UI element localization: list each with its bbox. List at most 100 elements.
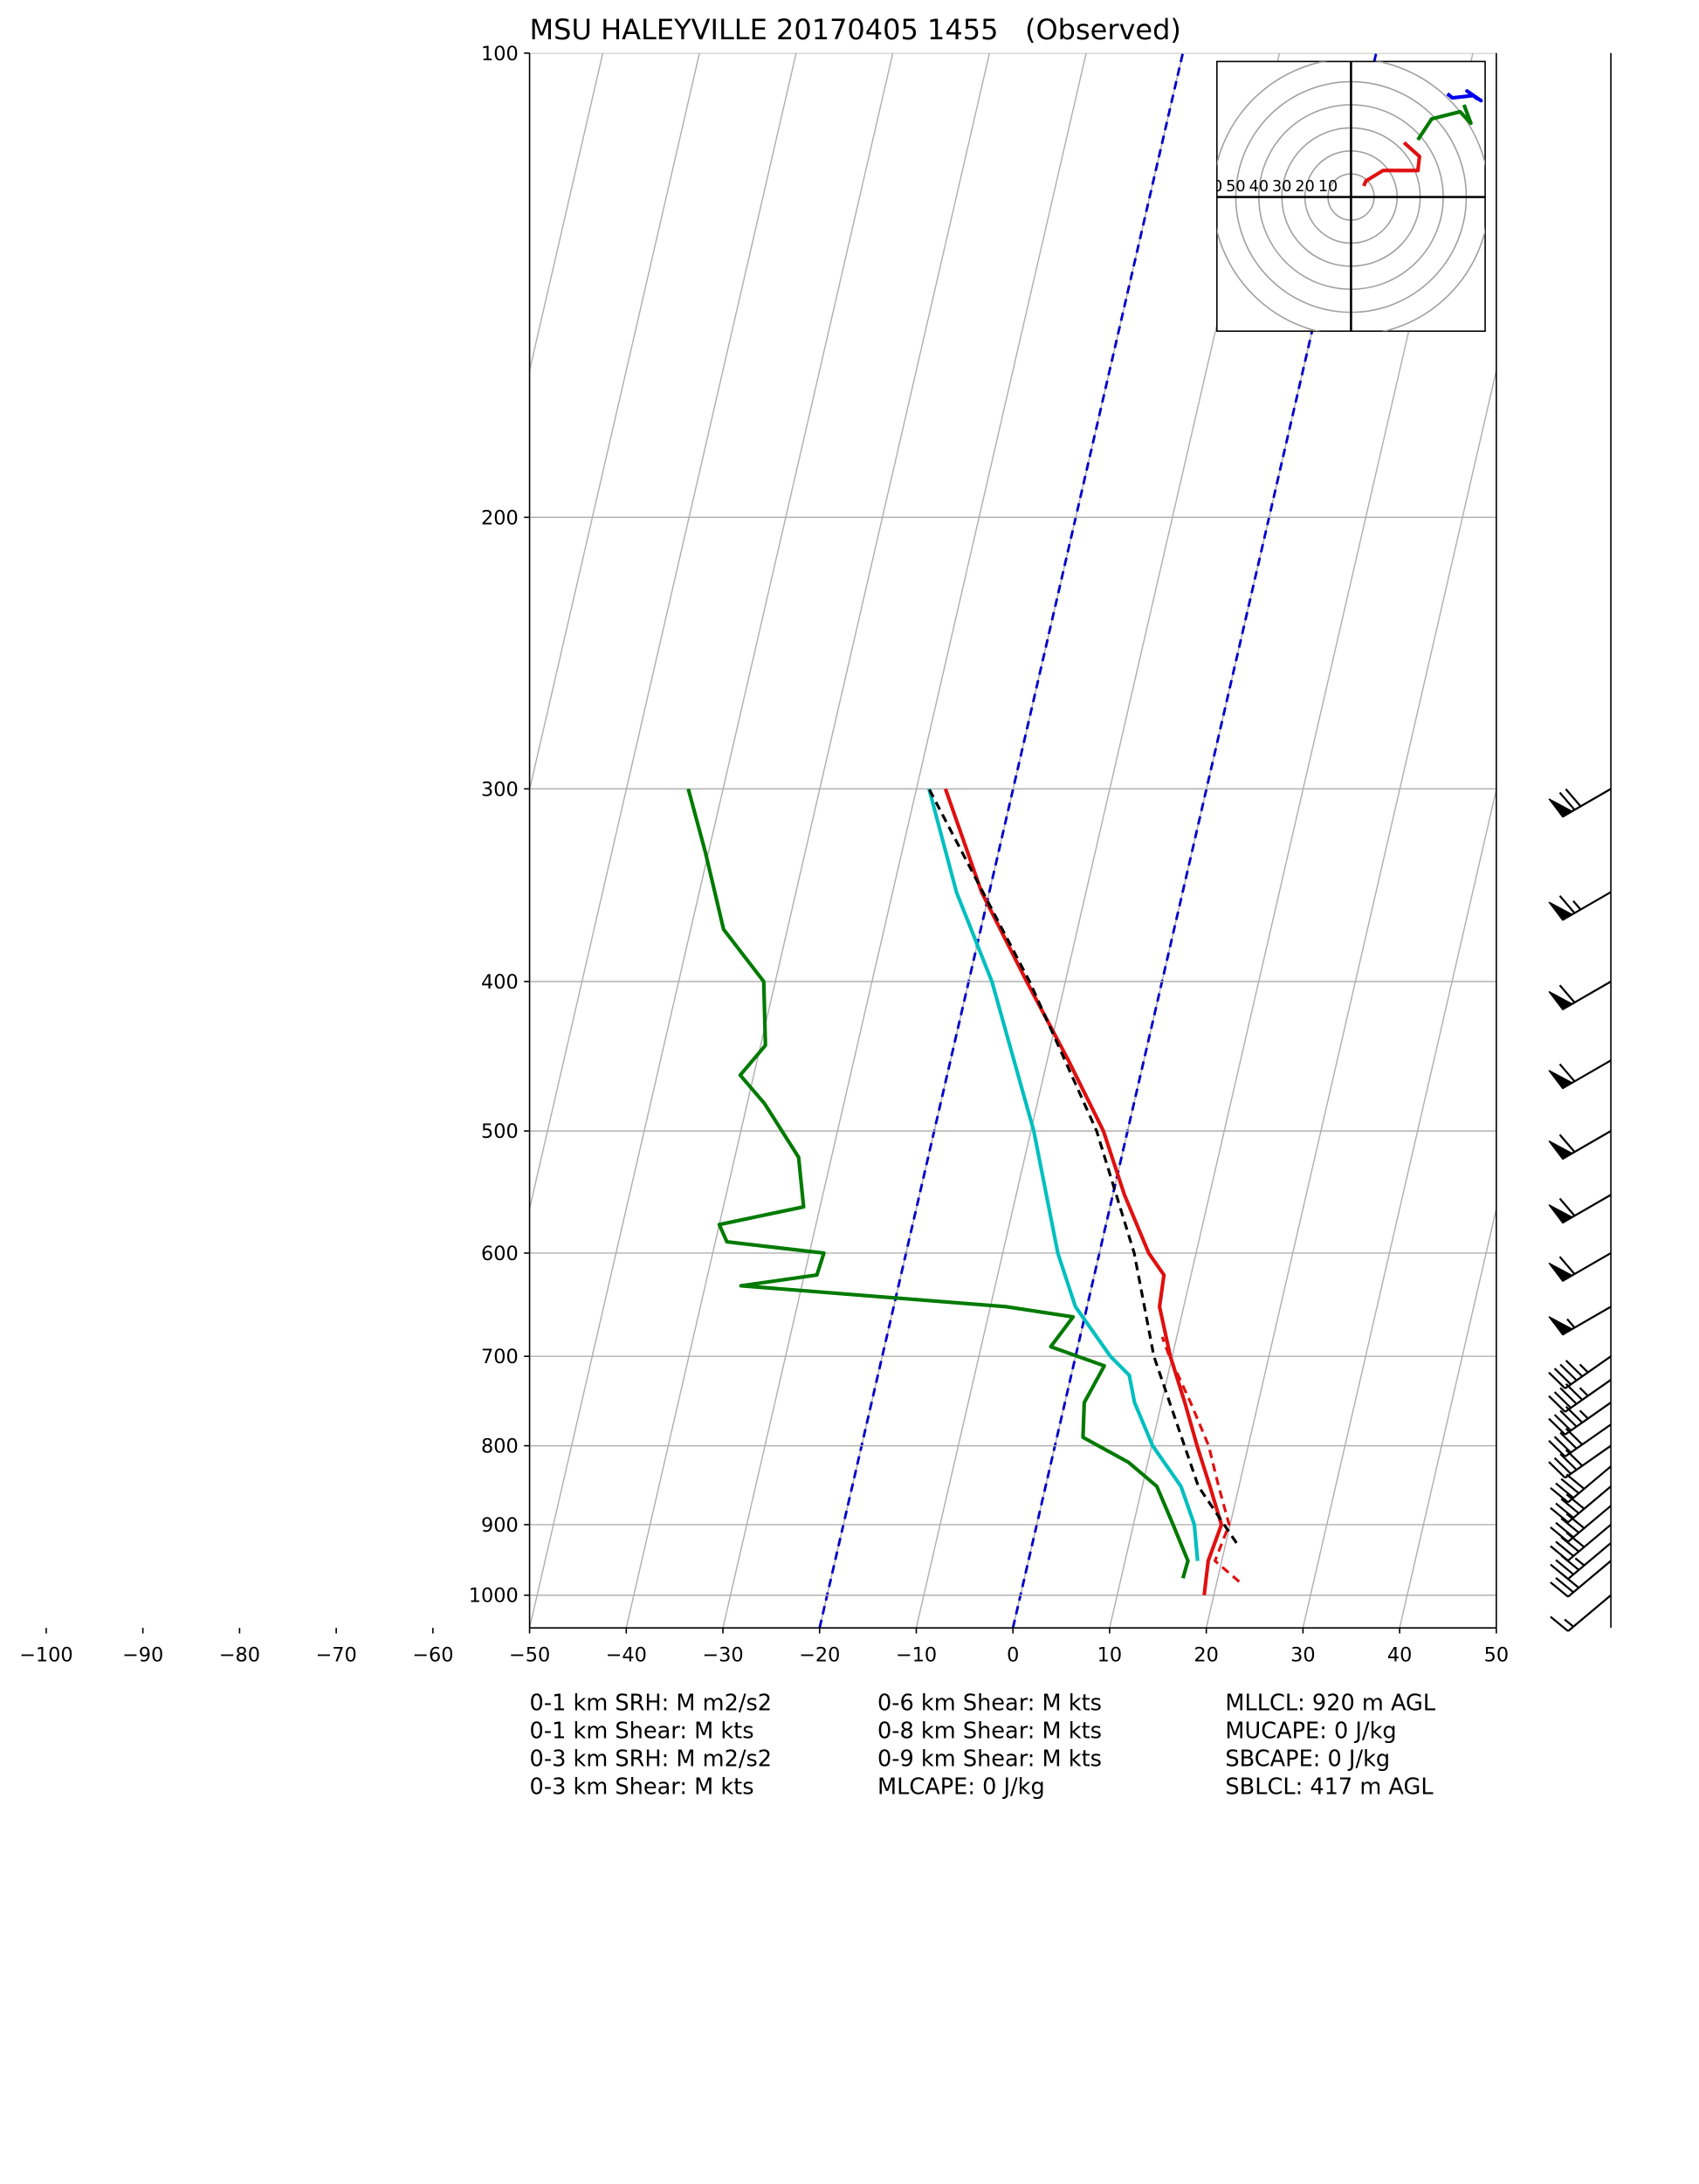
barb-flag [1548,990,1574,1010]
profile-line [927,788,1200,1561]
barb-feather [1560,1498,1580,1514]
isotherm [1205,368,1496,1629]
stat-text: MUCAPE: 0 J/kg [1225,1719,1396,1745]
barb-feather [1558,1256,1576,1275]
hodo-line [1362,141,1421,187]
barb-feather [1558,1197,1576,1216]
stat-text: 0-6 km Shear: M kts [877,1691,1102,1717]
barb-flag [1548,901,1574,921]
barb-feather [1558,984,1576,1003]
wind-barb [1548,1423,1612,1457]
barb-feather [1550,1526,1569,1543]
wind-barb [1550,1560,1612,1598]
wind-barb [1548,1251,1612,1282]
stat-text: 0-1 km Shear: M kts [530,1719,754,1745]
barb-feather [1553,1368,1572,1386]
isotherm [143,53,506,1628]
x-tick-label: 30 [1290,1644,1316,1667]
barb-staff [1567,1560,1612,1598]
barb-flag [1548,1204,1574,1224]
wind-barb [1548,1059,1612,1090]
x-tick-label: −30 [702,1644,743,1667]
hodo-ring-label: 40 [1249,178,1269,196]
isotherm [625,52,991,1629]
y-tick-label: 700 [481,1346,519,1368]
isotherm [1399,1205,1496,1629]
x-tick-label: 20 [1193,1644,1219,1667]
wind-barb [1550,1465,1612,1504]
isotherm [529,52,700,793]
barb-staff [1564,1355,1612,1389]
barb-staff [1564,1423,1612,1457]
barb-feather [1565,1360,1584,1377]
isotherm [529,52,894,1629]
x-tick-label: −50 [509,1644,550,1667]
barb-flag [1548,1316,1574,1336]
chart-title: MSU HALEYVILLE 20170405 1455 (Observed) [530,13,1181,46]
barb-feather [1555,1559,1574,1575]
hodo-ring-label: 50 [1226,178,1245,196]
barb-feather [1558,895,1576,914]
barb-feather [1548,1439,1566,1457]
y-tick-label: 1000 [469,1585,519,1608]
highlight-isotherm [818,52,1185,1629]
y-tick-label: 800 [481,1436,519,1458]
wind-barb [1548,981,1612,1010]
barb-staff [1567,1594,1612,1632]
y-tick-label: 400 [481,971,519,994]
barb-feather [1550,1563,1569,1580]
barb-feather [1565,1473,1586,1490]
profiles [686,788,1241,1595]
isotherm [529,52,797,1212]
wind-barb [1548,1355,1612,1389]
x-tick-label: 40 [1387,1644,1413,1667]
y-tick-label: 300 [481,778,519,801]
axes: −100 −90 −80 −70 −60 −50 −40 −30 −20 −10 0 10 20 30 40… [19,43,1509,1667]
barb-feather [1559,1431,1578,1450]
barb-feather [1550,1506,1569,1524]
x-tick-label: 50 [1484,1644,1510,1667]
hodo-ring-label: 10 [1318,178,1338,196]
x-tick-label: −20 [799,1644,840,1667]
profile-line [686,788,1190,1579]
wind-barb [1548,1444,1612,1479]
wind-barb [1550,1505,1612,1543]
barb-staff [1567,1485,1612,1524]
x-tick-label: −90 [122,1644,163,1667]
barb-feather [1550,1545,1569,1561]
barb-feather [1553,1414,1572,1432]
barb-feather [1555,1540,1574,1557]
hodo-ring-label: 30 [1272,178,1291,196]
stat-text: 0-8 km Shear: M kts [877,1719,1102,1745]
hodo-line [1446,89,1483,103]
wind-barb [1548,1194,1612,1224]
wind-barb [1550,1594,1612,1632]
barb-feather [1558,1133,1576,1153]
barb-half [1579,1363,1589,1374]
barb-staff [1567,1524,1612,1561]
isotherm [529,52,604,374]
barb-staff [1567,1542,1612,1580]
wind-barb [1548,1306,1612,1336]
barb-flag [1548,1070,1574,1090]
x-tick-label: −60 [412,1644,453,1667]
y-tick-label: 600 [481,1243,519,1265]
isotherm [46,53,409,1628]
profile-line [1160,1336,1241,1583]
wind-barb [1548,1402,1612,1436]
stat-text: MLCAPE: 0 J/kg [877,1774,1045,1801]
barb-feather [1553,1436,1572,1454]
barb-half [1564,1618,1574,1628]
hodo-ring-label: 60 [1203,178,1222,196]
barb-feather [1565,1449,1584,1467]
stat-text: 0-3 km Shear: M kts [530,1774,754,1801]
barb-flag [1548,1140,1574,1160]
barb-half [1579,1409,1589,1420]
barb-feather [1565,788,1582,808]
barb-feather [1553,1391,1572,1409]
x-tick-label: 10 [1097,1644,1123,1667]
stat-text: SBLCL: 417 m AGL [1225,1774,1434,1801]
stat-text: MLLCL: 920 m AGL [1225,1691,1435,1717]
